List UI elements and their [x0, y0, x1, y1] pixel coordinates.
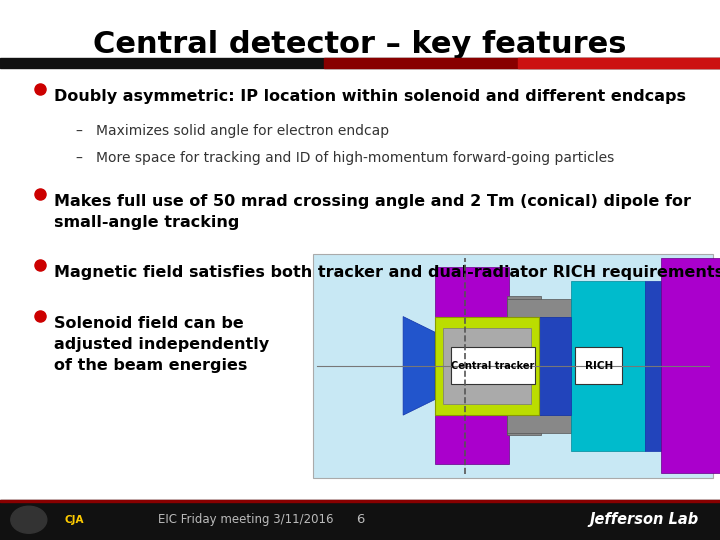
Text: Solenoid field can be
adjusted independently
of the beam energies: Solenoid field can be adjusted independe…: [54, 316, 269, 373]
Bar: [0, 58, 720, 68]
Bar: [518, 58, 720, 68]
Bar: [661, 258, 720, 474]
Bar: [0, 500, 720, 502]
Text: Jefferson Lab: Jefferson Lab: [589, 512, 698, 527]
Text: RICH: RICH: [585, 361, 613, 371]
Bar: [313, 254, 713, 478]
Text: 6: 6: [356, 513, 364, 526]
Bar: [443, 328, 531, 404]
Bar: [435, 316, 539, 415]
Bar: [507, 415, 571, 433]
Bar: [0, 500, 720, 540]
FancyBboxPatch shape: [451, 347, 534, 384]
Text: –   Maximizes solid angle for electron endcap: – Maximizes solid angle for electron end…: [76, 124, 389, 138]
Text: Doubly asymmetric: IP location within solenoid and different endcaps: Doubly asymmetric: IP location within so…: [54, 89, 686, 104]
Bar: [435, 384, 509, 464]
Bar: [435, 267, 509, 348]
Text: CJA: CJA: [65, 515, 84, 525]
FancyBboxPatch shape: [575, 347, 623, 384]
Text: Makes full use of 50 mrad crossing angle and 2 Tm (conical) dipole for
small-ang: Makes full use of 50 mrad crossing angle…: [54, 194, 691, 231]
Bar: [507, 299, 571, 316]
Text: Central tracker: Central tracker: [451, 361, 535, 371]
Bar: [324, 58, 720, 68]
Text: Central detector – key features: Central detector – key features: [94, 30, 626, 59]
Circle shape: [11, 507, 47, 534]
Bar: [645, 281, 661, 451]
Text: –   More space for tracking and ID of high-momentum forward-going particles: – More space for tracking and ID of high…: [76, 151, 614, 165]
Polygon shape: [403, 316, 435, 415]
Text: Magnetic field satisfies both tracker and dual-radiator RICH requirements: Magnetic field satisfies both tracker an…: [54, 265, 720, 280]
Bar: [509, 316, 571, 415]
Bar: [507, 296, 541, 435]
Bar: [571, 281, 645, 451]
Text: EIC Friday meeting 3/11/2016: EIC Friday meeting 3/11/2016: [158, 513, 334, 526]
